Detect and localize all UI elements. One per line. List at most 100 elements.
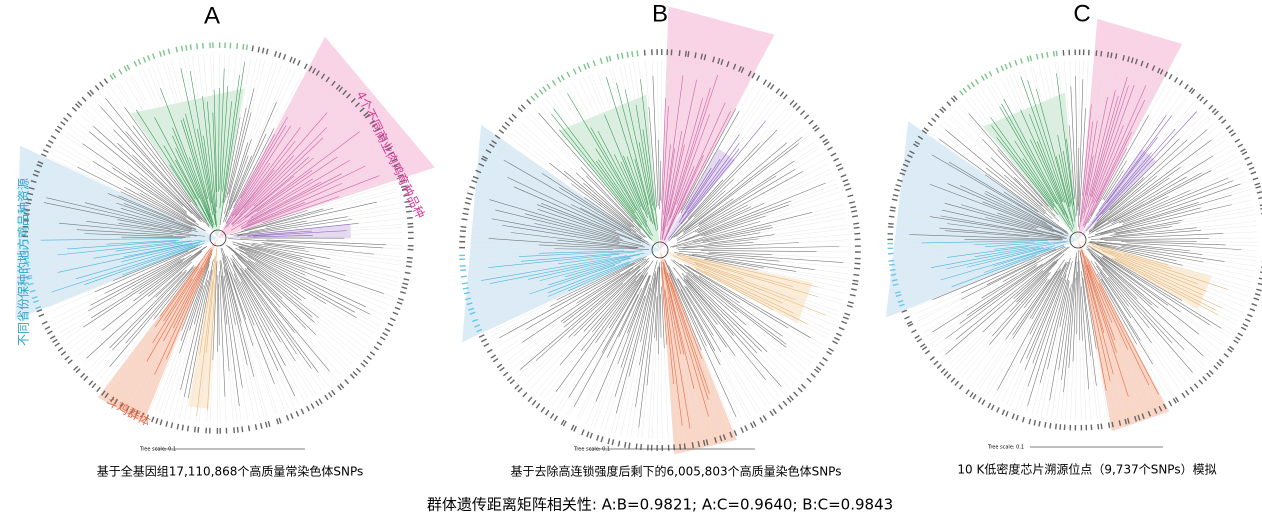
branch — [628, 287, 652, 377]
leaf-label — [91, 382, 97, 389]
leaf-label — [792, 102, 798, 108]
leaf-guide — [566, 85, 592, 128]
leaf-guide — [210, 53, 214, 113]
leaf-label — [808, 119, 814, 125]
leaf-guide — [779, 261, 849, 268]
leaf-guide — [351, 212, 401, 220]
branch — [100, 106, 205, 223]
branch — [240, 281, 286, 367]
leaf-guide — [106, 91, 133, 126]
leaf-guide — [341, 163, 387, 184]
leaf-guide — [62, 317, 92, 337]
leaf-guide — [936, 129, 987, 169]
leaf-guide — [916, 284, 987, 320]
leaf-guide — [476, 205, 496, 211]
leaf-label — [360, 362, 366, 368]
leaf-label — [782, 400, 788, 407]
leaf-label — [406, 256, 413, 259]
leaf-guide — [620, 341, 641, 436]
branch — [1085, 246, 1200, 335]
leaf-guide — [270, 332, 309, 399]
branch — [694, 204, 748, 233]
branch — [687, 272, 737, 313]
branch — [560, 271, 631, 322]
branch — [675, 142, 788, 237]
leaf-label — [1156, 67, 1161, 74]
leaf-label — [460, 230, 466, 233]
leaf-guide — [961, 344, 990, 378]
leaf-label — [404, 200, 411, 203]
leaf-label — [386, 147, 392, 151]
branch — [220, 248, 242, 323]
leaf-guide — [786, 344, 812, 364]
leaf-guide — [1198, 334, 1220, 351]
leaf-label — [463, 207, 470, 211]
leaf-label — [403, 194, 410, 197]
leaf-label — [290, 413, 294, 420]
leaf-guide — [708, 416, 714, 432]
leaf-guide — [798, 134, 811, 144]
leaf-label — [527, 396, 533, 402]
branch — [660, 267, 668, 345]
leaf-guide — [623, 64, 640, 143]
leaf-guide — [745, 324, 803, 375]
branch — [708, 251, 772, 256]
leaf-label — [32, 173, 39, 177]
leaf-label — [267, 421, 271, 427]
leaf-guide — [1075, 334, 1077, 420]
leaf-label — [626, 51, 629, 58]
leaf-guide — [1180, 136, 1225, 168]
leaf-label — [1247, 313, 1253, 318]
leaf-label — [1188, 87, 1194, 93]
leaf-label — [577, 66, 582, 73]
leaf-label — [355, 367, 361, 373]
leaf-label — [394, 166, 401, 171]
leaf-label — [81, 96, 87, 102]
branch — [240, 165, 366, 228]
branch — [225, 155, 249, 217]
leaf-label — [822, 357, 828, 362]
leaf-label — [1252, 177, 1259, 181]
leaf-guide — [977, 91, 1024, 159]
leaf-label — [1233, 339, 1239, 344]
leaf-label — [631, 51, 634, 58]
leaf-label — [778, 404, 783, 410]
branch — [245, 251, 371, 315]
branch — [481, 255, 628, 281]
leaf-guide — [902, 268, 947, 279]
leaf-guide — [900, 211, 930, 217]
leaf-guide — [526, 115, 587, 176]
leaf-guide — [807, 323, 830, 336]
leaf-label — [1126, 418, 1130, 424]
leaf-guide — [129, 76, 176, 160]
leaf-guide — [265, 70, 296, 135]
leaf-label — [628, 442, 631, 449]
branch — [683, 198, 734, 234]
branch — [620, 161, 642, 207]
leaf-label — [546, 83, 551, 90]
leaf-guide — [1198, 186, 1250, 203]
leaf-label — [1001, 409, 1006, 416]
leaf-label — [308, 65, 313, 72]
leaf-label — [99, 81, 104, 88]
branch — [240, 245, 306, 270]
branch — [1082, 104, 1092, 196]
branch — [248, 220, 307, 233]
branch — [660, 260, 675, 385]
leaf-guide — [1192, 372, 1196, 376]
leaf-guide — [772, 309, 828, 339]
branch — [947, 246, 1029, 258]
leaf-guide — [1203, 355, 1210, 362]
leaf-label — [464, 201, 471, 205]
leaf-guide — [36, 204, 118, 220]
branch — [236, 222, 359, 237]
leaf-label — [608, 55, 612, 62]
branch — [627, 275, 651, 334]
branch — [255, 246, 303, 259]
leaf-guide — [539, 331, 593, 397]
branch — [229, 272, 247, 320]
leaf-guide — [294, 395, 299, 404]
leaf-guide — [572, 82, 599, 132]
leaf-label — [38, 313, 45, 318]
leaf-guide — [297, 290, 373, 340]
